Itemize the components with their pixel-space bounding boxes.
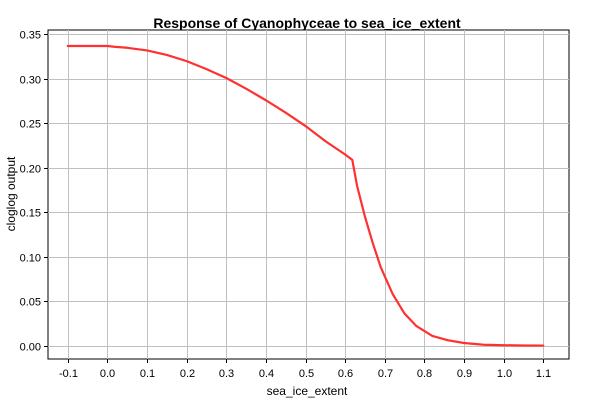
y-axis-label: cloglog output: [4, 156, 18, 231]
x-tick-label: -0.1: [59, 368, 78, 380]
x-tick-label: 1.0: [497, 368, 512, 380]
plot-area: [47, 29, 570, 360]
y-tick-label: 0.00: [20, 342, 41, 354]
x-tick-label: 1.1: [536, 368, 551, 380]
chart-title: Response of Cyanophyceae to sea_ice_exte…: [153, 15, 461, 31]
x-tick-label: 0.4: [259, 368, 274, 380]
y-tick-label: 0.10: [20, 253, 41, 265]
y-tick-label: 0.05: [20, 297, 41, 309]
x-tick-label: 0.3: [219, 368, 234, 380]
y-tick-label: 0.25: [20, 119, 41, 131]
x-tick-label: 0.2: [180, 368, 195, 380]
axis-ticks: -0.1 0.0 0.1 0.2 0.3 0.4 0.5 0.6 0.7 0.8 0.9 1.0 1.1…: [20, 30, 552, 381]
x-tick-label: 0.9: [457, 368, 472, 380]
grid: [48, 30, 569, 359]
x-tick-label: 0.8: [417, 368, 432, 380]
y-tick-label: 0.20: [20, 164, 41, 176]
y-tick-label: 0.30: [20, 75, 41, 87]
x-tick-label: 0.6: [338, 368, 353, 380]
x-tick-label: 0.1: [140, 368, 155, 380]
x-tick-label: 0.0: [100, 368, 115, 380]
response-curve: [66, 44, 545, 347]
x-tick-label: 0.5: [299, 368, 314, 380]
series-layer: [66, 44, 545, 347]
x-axis-label: sea_ice_extent: [267, 384, 348, 398]
y-tick-label: 0.15: [20, 208, 41, 220]
x-tick-label: 0.7: [378, 368, 393, 380]
y-tick-label: 0.35: [20, 30, 41, 42]
